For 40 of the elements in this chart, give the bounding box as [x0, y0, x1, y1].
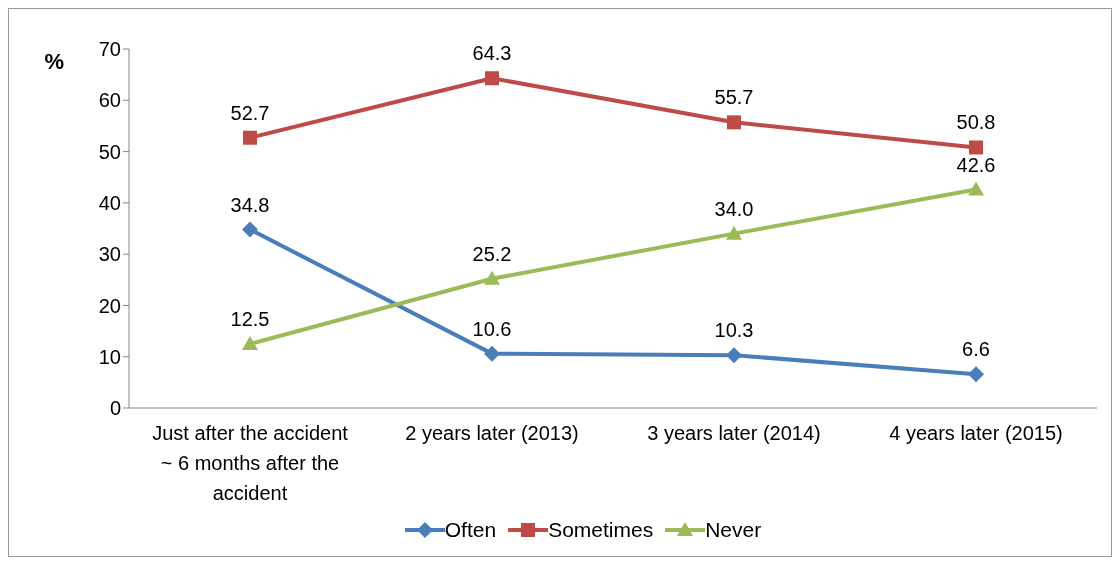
data-label: 10.3 [714, 319, 754, 342]
y-tick-label: 30 [98, 243, 121, 266]
data-label: 42.6 [956, 153, 996, 176]
y-tick-label: 20 [98, 294, 121, 317]
y-tick-label: 50 [98, 140, 121, 163]
data-label: 12.5 [230, 307, 270, 330]
x-tick-label: 4 years later (2015) [889, 422, 1063, 444]
y-tick-label: 40 [98, 191, 121, 214]
point [968, 181, 984, 196]
point [242, 221, 258, 238]
data-label: 10.6 [472, 317, 512, 340]
data-label: 34.8 [230, 193, 270, 216]
data-label: 55.7 [714, 86, 754, 109]
point [727, 115, 741, 130]
y-axis-title: % [44, 49, 64, 74]
data-label: 50.8 [956, 111, 996, 134]
data-label: 64.3 [472, 42, 512, 65]
point [243, 130, 257, 145]
x-tick-label: 3 years later (2014) [647, 422, 821, 444]
data-label: 6.6 [962, 338, 990, 361]
x-tick-label: 2 years later (2013) [405, 422, 579, 444]
point [726, 347, 742, 364]
point [484, 345, 500, 362]
y-tick-label: 10 [98, 345, 121, 368]
y-tick-label: 70 [98, 38, 121, 61]
data-label: 25.2 [472, 242, 512, 265]
point [969, 140, 983, 155]
point [485, 71, 499, 86]
data-label: 52.7 [230, 101, 270, 124]
y-tick-label: 60 [98, 89, 121, 112]
point [484, 270, 500, 285]
legend-label: Often [443, 518, 497, 542]
legend-label: Never [704, 518, 762, 542]
data-label: 34.0 [714, 197, 754, 220]
y-tick-label: 0 [109, 397, 121, 420]
point [242, 335, 258, 350]
point [726, 225, 742, 240]
legend-label: Sometimes [547, 518, 654, 542]
x-tick-label: Just after the accident ~ 6 months after the accident [152, 422, 349, 504]
point [968, 366, 984, 383]
